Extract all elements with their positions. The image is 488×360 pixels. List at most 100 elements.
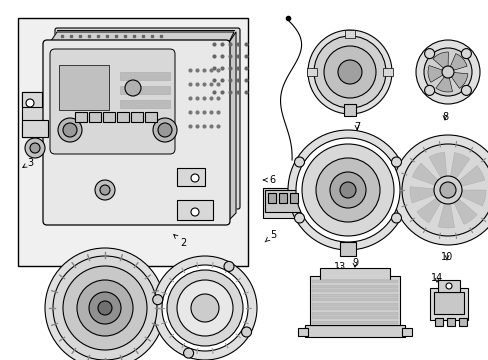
- Circle shape: [337, 60, 361, 84]
- Circle shape: [324, 46, 375, 98]
- Bar: [263, 188, 305, 218]
- Bar: [75, 112, 87, 122]
- Bar: [339, 242, 355, 256]
- Wedge shape: [437, 190, 454, 228]
- Circle shape: [391, 157, 401, 167]
- Wedge shape: [447, 166, 484, 190]
- Bar: [289, 193, 297, 203]
- Circle shape: [77, 280, 133, 336]
- Bar: [311, 320, 397, 324]
- Bar: [311, 289, 397, 292]
- Circle shape: [294, 213, 304, 223]
- Text: 4: 4: [129, 192, 141, 202]
- Circle shape: [26, 99, 34, 107]
- Circle shape: [95, 180, 115, 200]
- Wedge shape: [447, 190, 476, 224]
- Bar: [345, 30, 354, 38]
- Circle shape: [313, 36, 385, 108]
- Circle shape: [415, 40, 479, 104]
- FancyBboxPatch shape: [43, 40, 229, 225]
- Wedge shape: [428, 152, 447, 190]
- Circle shape: [125, 80, 141, 96]
- Circle shape: [152, 295, 163, 305]
- Polygon shape: [49, 32, 234, 44]
- Bar: [345, 106, 354, 114]
- Bar: [446, 318, 454, 326]
- Bar: [120, 72, 170, 80]
- Bar: [305, 325, 404, 337]
- Bar: [145, 112, 157, 122]
- Circle shape: [162, 265, 247, 351]
- Text: 8: 8: [441, 112, 447, 122]
- Circle shape: [224, 261, 234, 271]
- Text: 14: 14: [430, 273, 442, 283]
- Circle shape: [177, 280, 232, 336]
- Bar: [177, 168, 204, 186]
- Bar: [311, 311, 397, 315]
- Circle shape: [315, 158, 379, 222]
- Bar: [279, 193, 286, 203]
- Bar: [264, 190, 303, 212]
- Circle shape: [241, 327, 251, 337]
- Circle shape: [167, 270, 243, 346]
- Text: 7: 7: [353, 122, 359, 132]
- Bar: [437, 280, 459, 292]
- Circle shape: [433, 176, 461, 204]
- Wedge shape: [432, 52, 447, 72]
- Text: 11: 11: [86, 336, 98, 346]
- Circle shape: [100, 185, 110, 195]
- Circle shape: [191, 174, 199, 182]
- Wedge shape: [427, 66, 447, 82]
- Bar: [22, 120, 48, 137]
- Text: 9: 9: [351, 258, 357, 268]
- Circle shape: [183, 348, 193, 358]
- Bar: [311, 293, 397, 297]
- Text: 2: 2: [173, 234, 186, 248]
- FancyBboxPatch shape: [50, 49, 175, 154]
- Wedge shape: [447, 72, 467, 89]
- Circle shape: [461, 49, 470, 59]
- FancyBboxPatch shape: [55, 28, 240, 209]
- Bar: [18, 18, 247, 266]
- Circle shape: [98, 301, 112, 315]
- Circle shape: [439, 182, 455, 198]
- Text: 1: 1: [122, 272, 128, 288]
- Wedge shape: [416, 190, 447, 223]
- Wedge shape: [447, 54, 466, 72]
- Circle shape: [294, 157, 304, 167]
- Wedge shape: [447, 190, 485, 206]
- Bar: [311, 302, 397, 306]
- Bar: [311, 298, 397, 301]
- Bar: [267, 193, 275, 203]
- Circle shape: [424, 49, 434, 59]
- Circle shape: [89, 292, 121, 324]
- Circle shape: [63, 123, 77, 137]
- Circle shape: [391, 213, 401, 223]
- Bar: [120, 100, 170, 108]
- Bar: [297, 328, 307, 336]
- Text: 13: 13: [333, 262, 346, 272]
- Bar: [22, 92, 48, 137]
- Circle shape: [461, 85, 470, 95]
- Circle shape: [63, 266, 147, 350]
- Bar: [429, 288, 467, 320]
- Bar: [458, 318, 466, 326]
- Bar: [433, 292, 463, 314]
- Circle shape: [153, 118, 177, 142]
- Bar: [311, 284, 397, 288]
- Bar: [311, 280, 397, 283]
- Circle shape: [392, 135, 488, 245]
- Circle shape: [339, 182, 355, 198]
- Bar: [309, 276, 399, 325]
- Bar: [382, 68, 392, 76]
- Bar: [177, 168, 213, 220]
- Bar: [319, 268, 389, 280]
- Bar: [103, 112, 115, 122]
- Wedge shape: [447, 153, 469, 190]
- Circle shape: [191, 208, 199, 216]
- Bar: [131, 112, 142, 122]
- Circle shape: [30, 143, 40, 153]
- Bar: [177, 200, 213, 220]
- Text: 3: 3: [23, 158, 33, 168]
- Polygon shape: [227, 32, 236, 221]
